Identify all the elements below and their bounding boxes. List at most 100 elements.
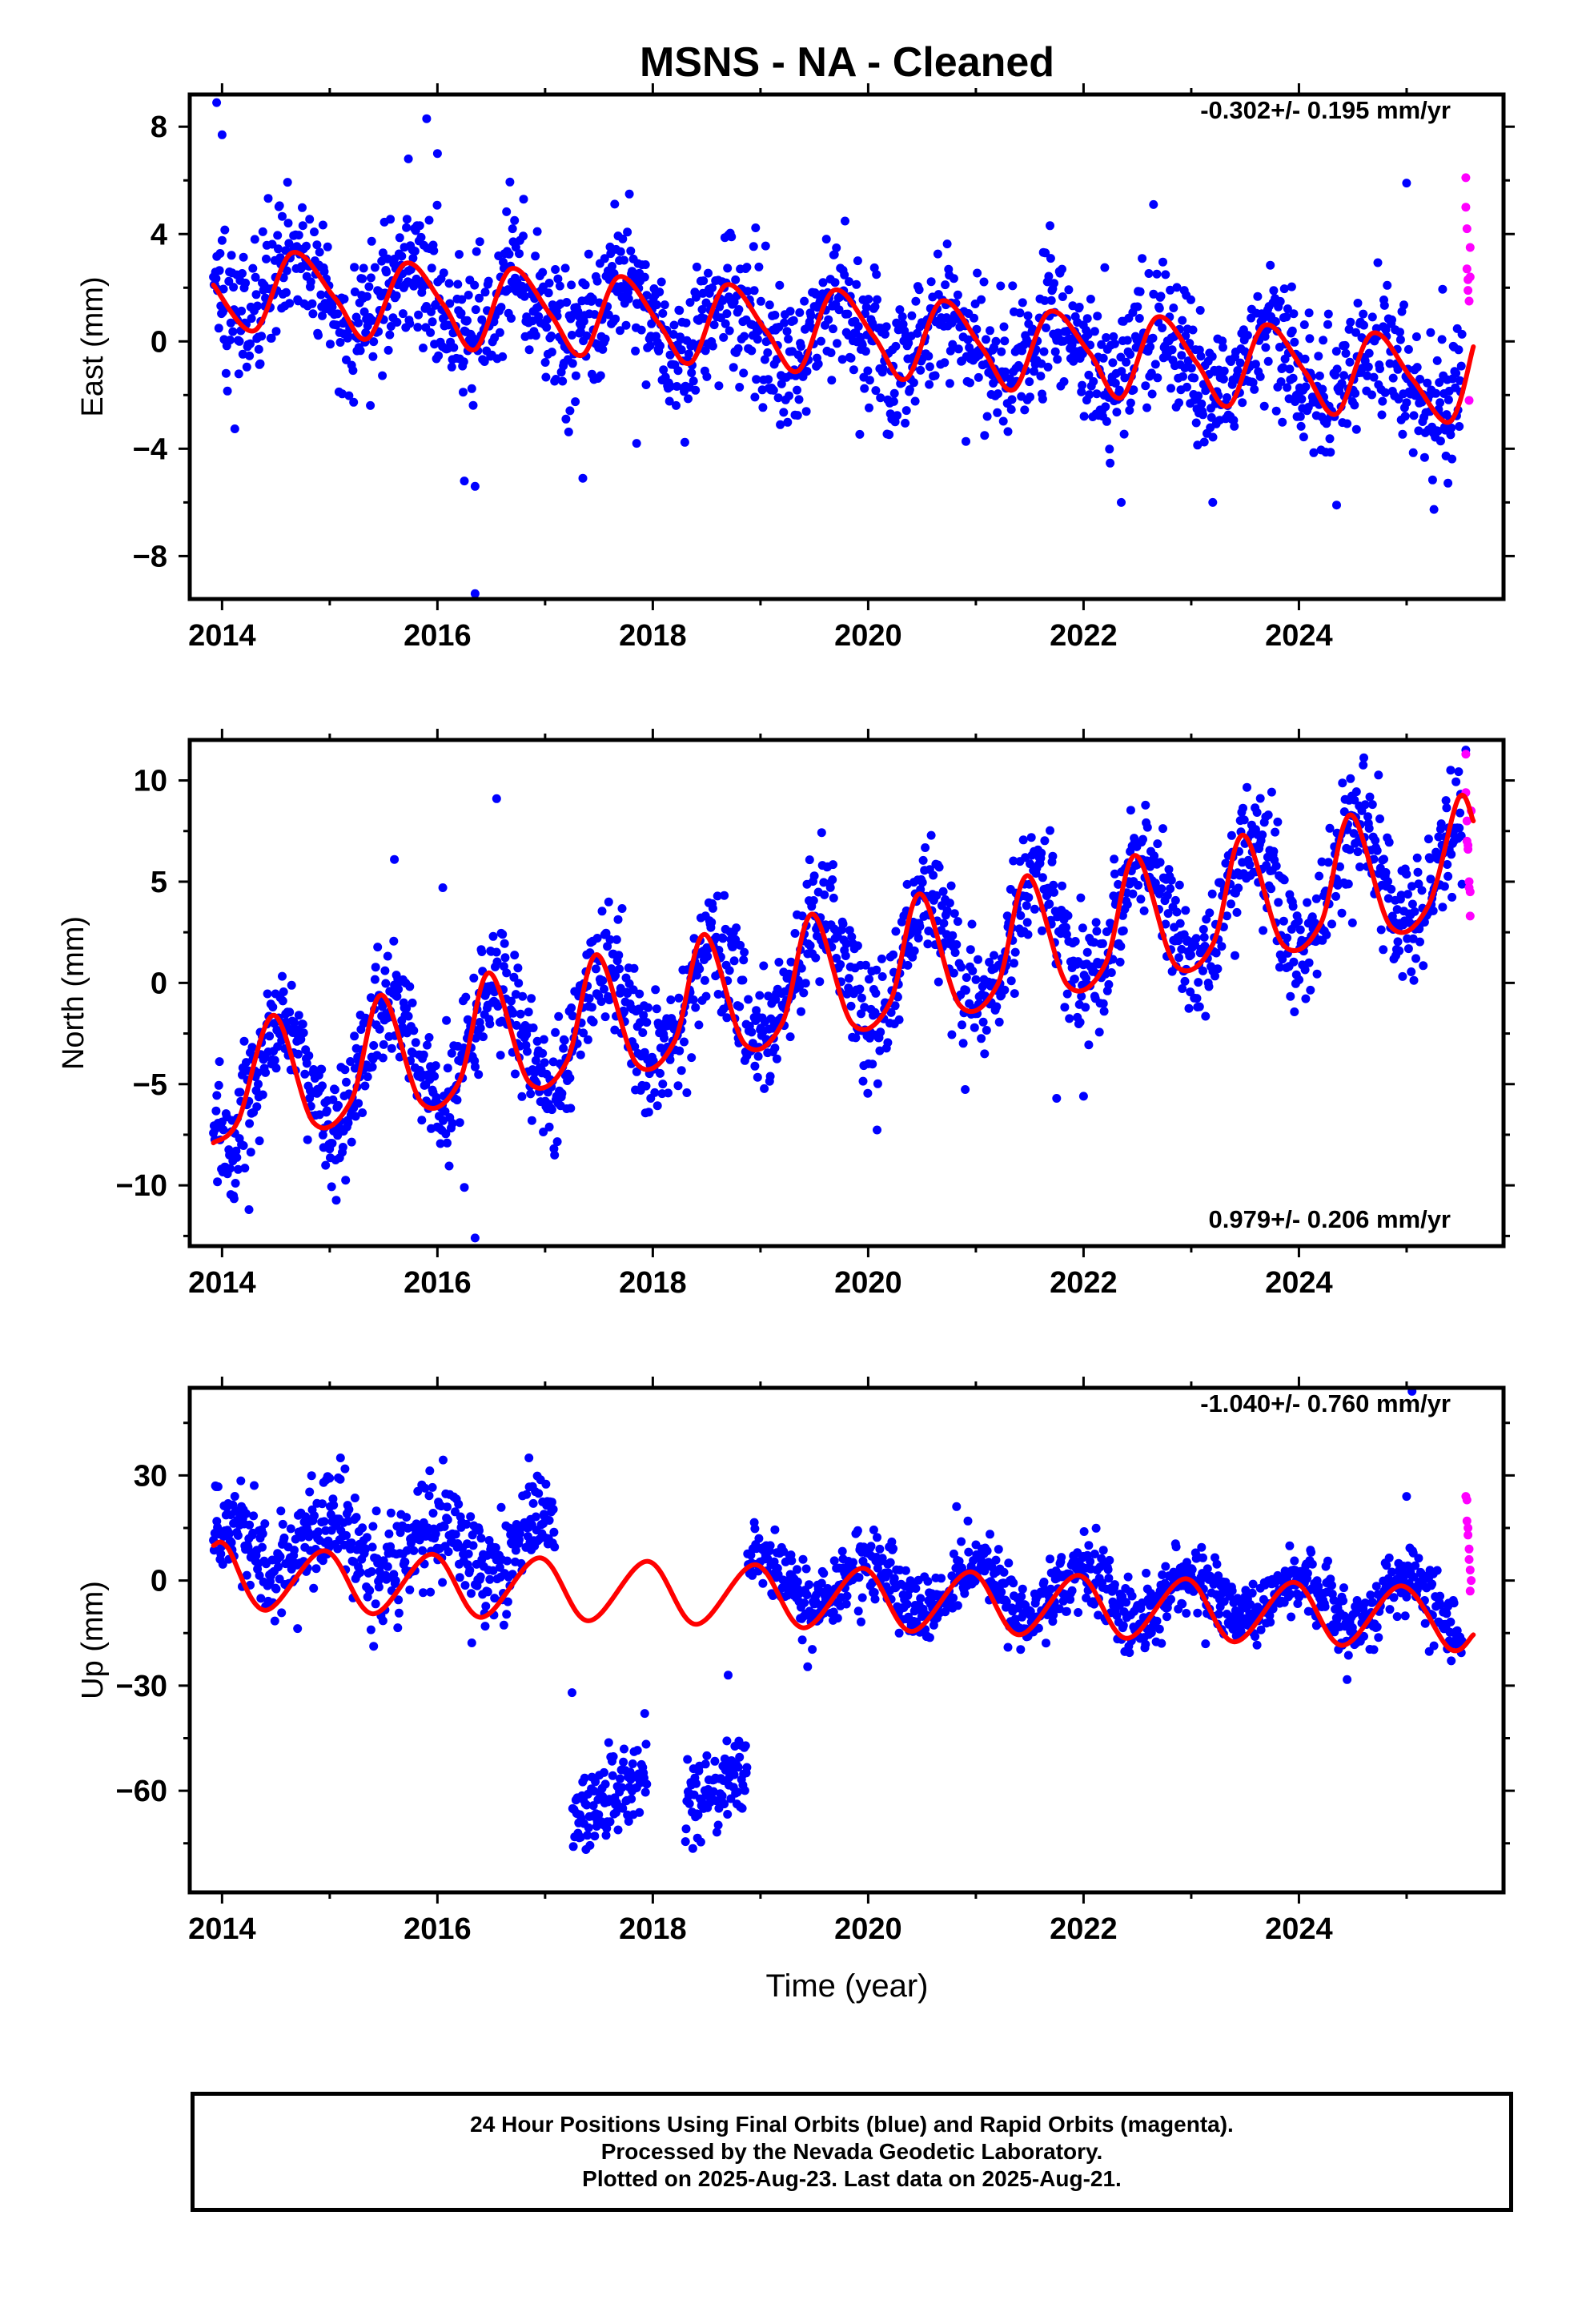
data-point [732,923,741,933]
data-point [491,1543,500,1553]
data-point [655,287,665,297]
data-point [1010,947,1020,957]
data-point [849,365,858,375]
data-point [631,346,640,356]
data-point [897,312,907,321]
data-point [624,1816,633,1826]
data-point [941,280,950,290]
data-point [496,1051,505,1060]
data-point [704,268,713,278]
data-point [869,1588,879,1597]
data-point [681,1824,691,1834]
data-point [968,966,978,975]
data-point [1017,1592,1026,1602]
x-tick-label: 2014 [188,1266,256,1300]
data-point [402,1513,412,1522]
data-point [508,224,517,234]
data-point [1110,379,1120,388]
data-point [929,870,938,880]
data-point [470,589,480,598]
data-point [1079,412,1089,421]
data-point [1152,1616,1162,1626]
data-point [832,954,841,963]
data-point [1081,1003,1090,1012]
data-point [512,1020,521,1030]
data-point [847,932,857,942]
data-point [439,268,448,278]
data-point [467,1638,476,1647]
data-point [861,347,870,356]
data-point [869,1525,878,1534]
data-point [963,1516,973,1526]
data-point [294,231,303,240]
data-point [1062,327,1072,336]
data-point [307,299,317,308]
data-point [720,1799,729,1809]
data-point [996,281,1006,291]
data-point [344,391,354,400]
data-point [209,1546,219,1555]
data-point [758,1578,768,1588]
data-point [235,1088,245,1097]
data-point [805,855,814,865]
data-point [1395,335,1405,344]
data-point [1025,377,1034,387]
data-point [333,1544,343,1554]
data-point [815,977,825,987]
data-point [472,247,481,256]
data-point [391,291,401,300]
data-point [901,1566,910,1575]
data-point [1331,891,1340,901]
data-point [1306,985,1315,995]
data-point [1015,308,1025,318]
data-point [567,331,576,340]
data-point [750,1524,760,1534]
data-point [846,353,856,363]
data-point [464,291,473,300]
data-point [932,891,942,900]
data-point [877,972,887,981]
data-point [452,1096,462,1105]
data-point [1251,360,1260,369]
data-point [728,942,737,951]
data-point [1060,1003,1070,1012]
data-point [1263,356,1273,366]
data-point [247,1043,257,1052]
data-point [827,376,837,385]
data-point [785,391,793,400]
data-point [369,1041,379,1050]
data-point [424,215,434,225]
data-point [994,1017,1004,1027]
data-point [644,1108,653,1117]
data-point [431,1061,440,1071]
data-point [247,314,256,324]
data-point [527,994,536,1003]
data-point [1166,384,1175,393]
data-point [1351,328,1360,337]
data-point [237,306,247,316]
data-point [685,298,695,308]
data-point [557,1088,567,1098]
data-point [1387,884,1396,894]
data-point [432,200,442,210]
data-point [550,1542,560,1552]
data-point [565,1073,575,1083]
data-point [528,1498,538,1508]
data-point [1383,280,1392,290]
data-point [627,1794,636,1803]
data-point [438,1578,448,1587]
data-point [254,1080,263,1089]
data-point [250,235,259,244]
data-point [251,290,261,300]
data-point [907,311,917,320]
data-point [534,1489,544,1498]
data-point [1023,930,1033,939]
data-point [258,1542,267,1552]
data-point [979,277,989,287]
data-point [1039,1578,1049,1586]
data-point [268,1003,278,1011]
data-point [212,98,222,107]
data-point [891,341,901,351]
data-point [561,414,571,424]
data-point [1046,1584,1055,1594]
